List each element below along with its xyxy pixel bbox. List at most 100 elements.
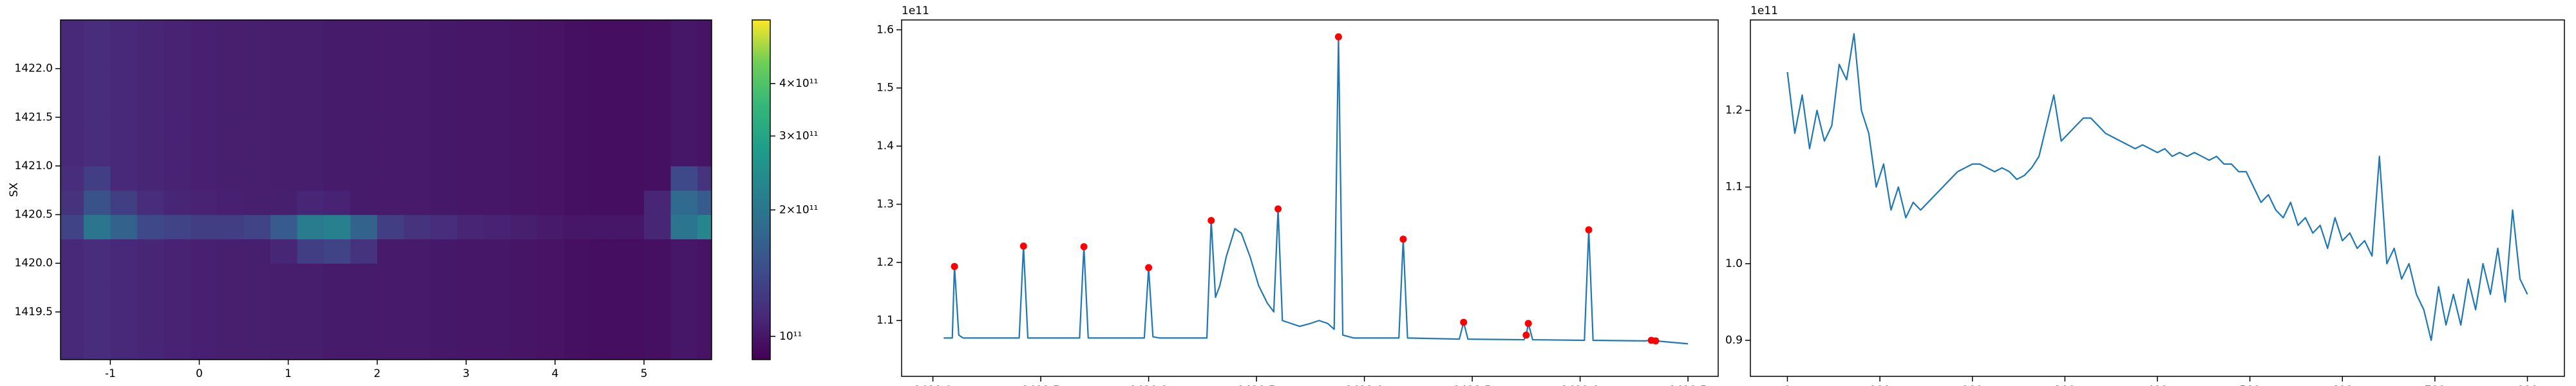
heatmap-cell: [537, 165, 565, 191]
heatmap-cell: [564, 190, 591, 216]
heatmap-cell: [323, 93, 351, 118]
heatmap-cell: [591, 311, 618, 337]
heatmap-cell: [217, 263, 245, 288]
heatmap-cell: [564, 93, 591, 118]
heatmap-cell: [110, 190, 138, 216]
x-tick-label: 1420.0: [1130, 384, 1168, 386]
heatmap-cell: [270, 288, 298, 313]
heatmap-cell: [137, 44, 164, 69]
heatmap-cell: [564, 117, 591, 142]
heatmap-cell: [537, 93, 565, 118]
heatmap-cell: [510, 263, 538, 288]
heatmap-cell: [190, 93, 218, 118]
heatmap-cell: [137, 117, 164, 142]
heatmap-cell: [484, 214, 511, 240]
heatmap-cell: [270, 239, 298, 264]
heatmap-cell: [404, 263, 431, 288]
heatmap-cell: [697, 336, 712, 360]
heatmap-cell: [137, 190, 164, 216]
heatmap-cell: [297, 190, 325, 216]
heatmap-cell: [537, 44, 565, 69]
heatmap-cell: [270, 190, 298, 216]
heatmap-cell: [430, 142, 458, 167]
heatmap-cell: [644, 239, 672, 264]
heatmap-cell: [243, 190, 271, 216]
heatmap-cell: [110, 214, 138, 240]
heatmap-cell: [110, 20, 138, 45]
heatmap-cell: [297, 68, 325, 94]
heatmap-cell: [510, 311, 538, 337]
x-tick-label: 1421.0: [1345, 384, 1383, 386]
heatmap-cell: [697, 117, 712, 142]
heatmap-cell: [644, 68, 672, 94]
y-tick-label: 1421.0: [15, 160, 53, 172]
heatmap-cell: [564, 142, 591, 167]
heatmap-cell: [644, 263, 672, 288]
heatmap-cell: [404, 93, 431, 118]
heatmap-cell: [270, 311, 298, 337]
heatmap-cell: [617, 117, 645, 142]
heatmap-cell: [61, 20, 84, 45]
heatmap-cell: [457, 142, 485, 167]
heatmap-cell: [190, 165, 218, 191]
heatmap-cell: [61, 165, 84, 191]
x-tick-label: 1419.5: [1021, 384, 1059, 386]
heatmap-cell: [190, 336, 218, 360]
heatmap-cell: [217, 288, 245, 313]
heatmap-cell: [484, 239, 511, 264]
heatmap-cell: [110, 311, 138, 337]
heatmap-cell: [164, 20, 191, 45]
y-tick-label: 1421.5: [15, 111, 53, 124]
offset-label: 1e11: [902, 5, 929, 17]
heatmap-cell: [110, 117, 138, 142]
heatmap-cell: [404, 117, 431, 142]
heatmap-cell: [484, 68, 511, 94]
peak-marker: [1274, 205, 1282, 213]
heatmap-cell: [617, 311, 645, 337]
peak-marker: [1208, 217, 1215, 225]
heatmap-cell: [377, 239, 404, 264]
heatmap-cell: [350, 190, 378, 216]
heatmap-cells: [61, 20, 712, 360]
data-line: [943, 36, 1689, 345]
heatmap-cell: [484, 44, 511, 69]
heatmap-cell: [510, 239, 538, 264]
heatmap-cell: [430, 263, 458, 288]
heatmap-cell: [617, 239, 645, 264]
heatmap-cell: [591, 288, 618, 313]
heatmap-cell: [377, 68, 404, 94]
heatmap-cell: [297, 93, 325, 118]
heatmap-cell: [83, 93, 111, 118]
heatmap-cell: [697, 68, 712, 94]
heatmap-cell: [537, 68, 565, 94]
heatmap-cell: [217, 20, 245, 45]
heatmap-cell: [164, 336, 191, 360]
heatmap-cell: [644, 165, 672, 191]
heatmap-cell: [537, 263, 565, 288]
heatmap-cell: [61, 93, 84, 118]
heatmap-cell: [164, 311, 191, 337]
heatmap-cell: [350, 165, 378, 191]
y-tick-label: 1420.0: [15, 257, 53, 270]
y-tick-label: 1.6: [876, 23, 894, 36]
heatmap-cell: [83, 311, 111, 337]
heatmap-cell: [430, 44, 458, 69]
heatmap-cell: [564, 288, 591, 313]
x-tick-label: 1419.0: [914, 384, 952, 386]
heatmap-cell: [190, 20, 218, 45]
heatmap-cell: [457, 239, 485, 264]
heatmap-cell: [404, 288, 431, 313]
heatmap-cell: [217, 311, 245, 337]
heatmap-cell: [457, 117, 485, 142]
heatmap-cell: [190, 311, 218, 337]
heatmap-cell: [564, 165, 591, 191]
x-tick-label: -1: [105, 367, 116, 380]
heatmap-cell: [617, 165, 645, 191]
heatmap-cell: [297, 20, 325, 45]
heatmap-cell: [510, 165, 538, 191]
heatmap-cell: [61, 190, 84, 216]
heatmap-cell: [430, 239, 458, 264]
heatmap-cell: [270, 263, 298, 288]
heatmap-cell: [190, 263, 218, 288]
heatmap-cell: [537, 142, 565, 167]
